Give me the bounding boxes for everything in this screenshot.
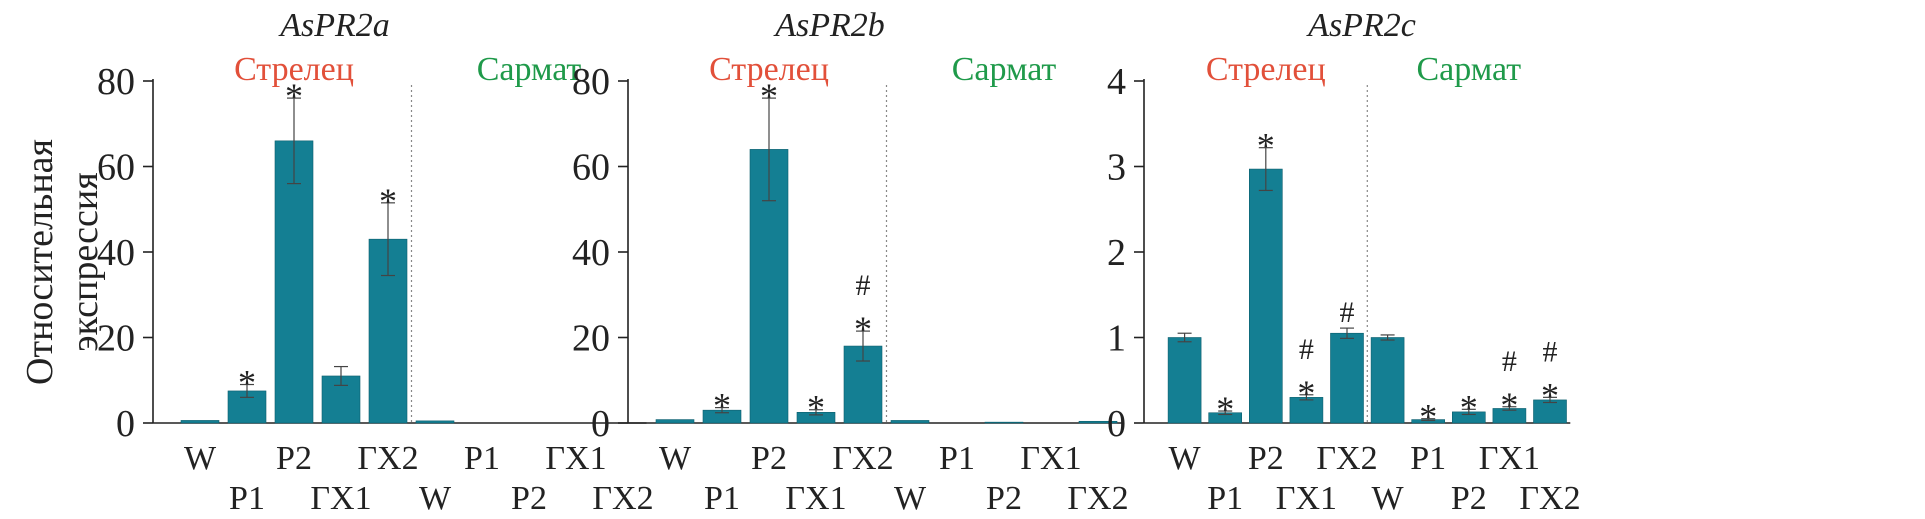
x-tick-label: ГХ2	[1316, 440, 1377, 477]
y-tick-label: 0	[1107, 403, 1126, 445]
x-tick-label: P2	[1248, 440, 1284, 477]
x-tick-label: ГХ2	[832, 440, 893, 477]
x-tick-label: ГХ2	[357, 440, 418, 477]
x-tick-label: ГХ1	[1020, 440, 1081, 477]
bar	[1167, 337, 1202, 424]
x-tick-label: P2	[1451, 480, 1487, 517]
significance-asterisk: *	[1500, 385, 1518, 425]
x-tick-label: ГХ1	[310, 480, 371, 517]
bar	[274, 140, 314, 424]
x-tick-label: ГХ1	[785, 480, 846, 517]
significance-hash: #	[856, 269, 871, 302]
x-tick-label: ГХ2	[1067, 480, 1128, 517]
bar	[1370, 337, 1405, 424]
y-tick-label: 80	[572, 61, 610, 103]
y-tick-label: 40	[572, 232, 610, 274]
y-tick-label: 60	[572, 147, 610, 189]
group-label-sarmat: Сармат	[1416, 51, 1521, 88]
y-tick-label: 60	[97, 147, 135, 189]
x-tick-label: P1	[1410, 440, 1446, 477]
x-tick-label: ГХ1	[1479, 440, 1540, 477]
x-tick-label: ГХ1	[545, 440, 606, 477]
y-tick-label: 80	[97, 61, 135, 103]
y-tick-label: 40	[97, 232, 135, 274]
y-tick-label: 1	[1107, 318, 1126, 360]
bar	[1249, 168, 1283, 424]
significance-hash: #	[1543, 335, 1558, 368]
x-tick-label: ГХ2	[592, 480, 653, 517]
group-label-sarmat: Сармат	[477, 51, 582, 88]
x-tick-label: P1	[1207, 480, 1243, 517]
group-label-sarmat: Сармат	[952, 51, 1057, 88]
bar	[890, 420, 930, 424]
x-tick-label: P2	[751, 440, 787, 477]
bar	[1330, 332, 1364, 424]
bar	[655, 419, 695, 424]
significance-asterisk: *	[379, 181, 397, 221]
panel-title: AsPR2b	[773, 7, 885, 44]
y-axis-title-line1: Относительная	[19, 139, 61, 385]
x-tick-label: P2	[986, 480, 1022, 517]
significance-asterisk: *	[760, 76, 778, 116]
bar	[984, 421, 1024, 424]
x-tick-label: ГХ2	[1519, 480, 1580, 517]
significance-asterisk: *	[1419, 397, 1437, 437]
group-label-strelets: Стрелец	[234, 51, 354, 88]
x-tick-label: P2	[276, 440, 312, 477]
significance-asterisk: *	[1257, 126, 1275, 166]
x-tick-label: W	[184, 440, 217, 477]
y-tick-label: 0	[591, 403, 610, 445]
significance-asterisk: *	[1460, 387, 1478, 427]
x-tick-label: W	[1372, 480, 1405, 517]
x-tick-label: W	[419, 480, 452, 517]
significance-asterisk: *	[854, 309, 872, 349]
bar	[180, 420, 220, 424]
significance-asterisk: *	[238, 363, 256, 403]
significance-hash: #	[1299, 333, 1314, 366]
y-tick-label: 20	[572, 318, 610, 360]
y-tick-label: 2	[1107, 232, 1126, 274]
bar	[415, 420, 455, 424]
y-axis-title: Относительная экспрессия	[19, 139, 106, 385]
x-tick-label: P1	[704, 480, 740, 517]
significance-asterisk: *	[1297, 373, 1315, 413]
significance-hash: #	[1340, 296, 1355, 329]
y-tick-label: 3	[1107, 147, 1126, 189]
y-tick-label: 4	[1107, 61, 1126, 103]
x-tick-label: W	[1169, 440, 1202, 477]
significance-asterisk: *	[807, 388, 825, 428]
x-tick-label: P1	[464, 440, 500, 477]
x-tick-label: P1	[229, 480, 265, 517]
x-tick-label: W	[659, 440, 692, 477]
significance-hash: #	[1502, 345, 1517, 378]
significance-asterisk: *	[713, 386, 731, 426]
significance-asterisk: *	[1541, 375, 1559, 415]
bar	[1078, 420, 1118, 424]
panel-title: AsPR2c	[1306, 7, 1416, 44]
group-label-strelets: Стрелец	[1206, 51, 1326, 88]
x-tick-label: ГХ1	[1276, 480, 1337, 517]
y-tick-label: 0	[116, 403, 135, 445]
significance-asterisk: *	[285, 76, 303, 116]
y-axis-title-line2: экспрессия	[64, 172, 106, 351]
y-tick-label: 20	[97, 318, 135, 360]
panel-title: AsPR2a	[278, 7, 390, 44]
group-label-strelets: Стрелец	[709, 51, 829, 88]
x-tick-label: P1	[939, 440, 975, 477]
x-tick-label: P2	[511, 480, 547, 517]
x-tick-label: W	[894, 480, 927, 517]
significance-asterisk: *	[1216, 389, 1234, 429]
